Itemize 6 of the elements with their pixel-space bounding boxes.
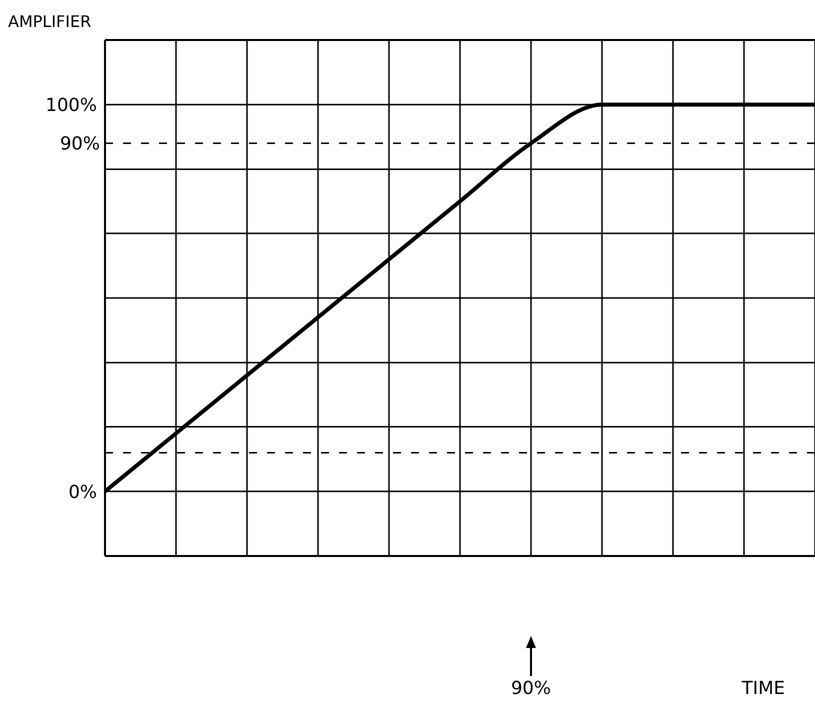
y-tick-label: 0% (68, 482, 97, 503)
y-tick-label: 100% (46, 94, 97, 116)
ref-line-label: 90% (60, 134, 100, 155)
text: TIME (742, 678, 785, 699)
text: 90% (510, 678, 552, 699)
y-axis-title: AMPLIFIER (8, 12, 92, 31)
